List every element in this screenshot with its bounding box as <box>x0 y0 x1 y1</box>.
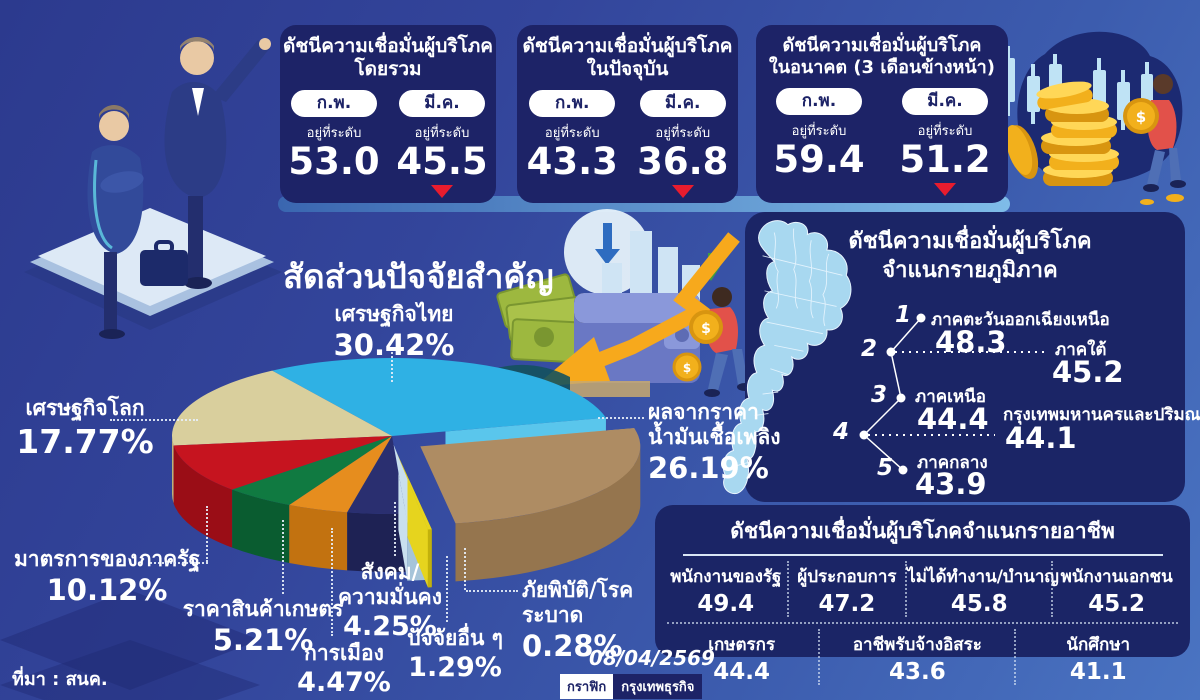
pie-label-other-factors: ปัจจัยอื่น ๆ 1.29% <box>407 626 503 683</box>
panel-title: ดัชนีความเชื่อมั่นผู้บริโภค โดยรวม <box>283 35 493 81</box>
occupation-panel-title: ดัชนีความเชื่อมั่นผู้บริโภคจำแนกรายอาชีพ <box>730 519 1115 543</box>
title-underline <box>682 554 1163 556</box>
occupation-cell: พนักงานเอกชน 45.2 <box>1051 561 1180 617</box>
platform-reflection-decoration <box>0 590 260 700</box>
region-name: ภาคเหนือ <box>915 387 986 407</box>
month-pill-mar: มี.ค. <box>639 90 726 118</box>
feb-column: ก.พ. อยู่ที่ระดับ 59.4 <box>756 87 882 196</box>
trend-down-icon <box>431 185 453 199</box>
leader-line <box>464 548 466 590</box>
region-rank: 2 <box>861 336 878 362</box>
region-connector-lines <box>859 313 1045 475</box>
index-value: 53.0 <box>288 140 380 184</box>
month-pill-feb: ก.พ. <box>291 90 377 118</box>
region-rank: 4 <box>833 419 850 445</box>
index-value: 43.3 <box>526 140 618 184</box>
month-pill-mar: มี.ค. <box>399 90 485 118</box>
pie-label-agriculture-prices: ราคาสินค้าเกษตร 5.21% <box>182 597 344 657</box>
economy-decline-illustration: $ $ <box>482 209 753 397</box>
person-holding-coin: $ <box>689 287 753 397</box>
banknotes <box>496 273 592 364</box>
future-index-panel: ดัชนีความเชื่อมั่นผู้บริโภค ในอนาคต (3 เ… <box>756 25 1008 203</box>
feb-column: ก.พ. อยู่ที่ระดับ 53.0 <box>280 90 388 198</box>
occupation-cell: พนักงานของรัฐ 49.4 <box>670 567 782 617</box>
occupation-cell: ไม่ได้ทำงาน/บำนาญ 45.8 <box>905 561 1059 617</box>
index-value: 59.4 <box>773 137 865 181</box>
leader-line <box>331 528 333 636</box>
occupation-cell: นักศึกษา 41.1 <box>1014 629 1180 685</box>
trend-down-icon <box>934 182 956 196</box>
pie-label-world-economy: เศรษฐกิจโลก 17.77% <box>16 396 154 461</box>
leader-line <box>206 506 208 562</box>
regional-panel-title: ดัชนีความเชื่อมั่นผู้บริโภค จำแนกรายภูมิ… <box>848 229 1092 283</box>
region-name: กรุงเทพมหานครและปริมณฑล <box>1003 405 1200 425</box>
month-pill-feb: ก.พ. <box>529 90 616 118</box>
publish-date: 08/04/2569 <box>589 646 715 670</box>
occupation-index-panel: ดัชนีความเชื่อมั่นผู้บริโภคจำแนกรายอาชีพ… <box>655 505 1190 685</box>
leader-line <box>391 352 393 382</box>
svg-text:$: $ <box>1136 108 1146 126</box>
pie-chart-title: สัดส่วนปัจจัยสำคัญ <box>283 257 554 296</box>
pie-label-disaster: ภัยพิบัติ/โรคระบาด 0.28% <box>522 578 634 663</box>
occupation-row-1: พนักงานของรัฐ 49.4 ผู้ประกอบการ 47.2 ไม่… <box>655 556 1190 617</box>
feb-column: ก.พ. อยู่ที่ระดับ 43.3 <box>517 90 628 198</box>
leader-line <box>110 419 198 421</box>
region-value: 43.9 <box>915 467 987 501</box>
pie-label-fuel-price: ผลจากราคา น้ำมันเชื้อเพลิง 26.19% <box>648 400 781 485</box>
province-borders <box>735 228 843 467</box>
region-rank: 5 <box>877 455 894 481</box>
region-value: 44.1 <box>1005 421 1077 455</box>
region-value: 44.4 <box>917 402 989 436</box>
region-name: ภาคตะวันออกเฉียงเหนือ <box>931 310 1110 330</box>
occupation-row-2: เกษตรกร 44.4 อาชีพรับจ้างอิสระ 43.6 นักศ… <box>655 624 1190 685</box>
publisher-logo: กราฟิก กรุงเทพธุรกิจ <box>560 674 703 699</box>
pie-label-politics: การเมือง 4.47% <box>297 641 391 698</box>
leader-line <box>466 590 518 592</box>
coin-stack <box>1005 81 1119 186</box>
mar-column: มี.ค. อยู่ที่ระดับ 36.8 <box>628 90 739 199</box>
overall-index-panel: ดัชนีความเชื่อมั่นผู้บริโภค โดยรวม ก.พ. … <box>280 25 496 203</box>
row-divider <box>667 622 1178 624</box>
occupation-cell: ผู้ประกอบการ 47.2 <box>786 561 906 617</box>
panel-title: ดัชนีความเชื่อมั่นผู้บริโภค ในปัจจุบัน <box>522 35 733 81</box>
mar-column: มี.ค. อยู่ที่ระดับ 45.5 <box>388 90 496 199</box>
businessmen-illustration <box>24 37 282 339</box>
pie-label-thai-economy: เศรษฐกิจไทย 30.42% <box>333 302 455 362</box>
mar-column: มี.ค. อยู่ที่ระดับ 51.2 <box>882 87 1008 196</box>
svg-text:$: $ <box>683 361 691 375</box>
trend-down-icon <box>671 185 694 199</box>
svg-text:$: $ <box>701 321 711 337</box>
region-value: 48.3 <box>935 325 1007 359</box>
current-index-panel: ดัชนีความเชื่อมั่นผู้บริโภค ในปัจจุบัน ก… <box>517 25 738 203</box>
month-pill-feb: ก.พ. <box>776 87 862 115</box>
coins-illustration: $ <box>1001 31 1186 205</box>
region-rank: 3 <box>871 382 888 408</box>
index-value: 51.2 <box>899 137 991 181</box>
region-name: ภาคกลาง <box>917 453 988 473</box>
month-pill-mar: มี.ค. <box>902 87 988 115</box>
person-with-coin: $ <box>1123 74 1186 192</box>
index-value: 36.8 <box>637 140 729 184</box>
region-value: 45.2 <box>1052 355 1124 389</box>
occupation-cell: อาชีพรับจ้างอิสระ 43.6 <box>818 629 1014 685</box>
thailand-map <box>722 220 852 495</box>
occupation-cell: เกษตรกร 44.4 <box>708 635 776 685</box>
source-credit: ที่มา : สนค. <box>12 669 108 690</box>
leader-line <box>394 502 396 556</box>
region-name: ภาคใต้ <box>1055 340 1107 360</box>
pie-label-government-measures: มาตรการของภาครัฐ 10.12% <box>13 547 201 607</box>
leader-line <box>446 556 448 622</box>
region-rank: 1 <box>895 302 912 328</box>
panel-title: ดัชนีความเชื่อมั่นผู้บริโภค ในอนาคต (3 เ… <box>769 35 995 78</box>
leader-line <box>598 417 644 419</box>
leader-line <box>150 562 208 564</box>
index-value: 45.5 <box>396 140 488 184</box>
leader-line <box>282 520 284 594</box>
